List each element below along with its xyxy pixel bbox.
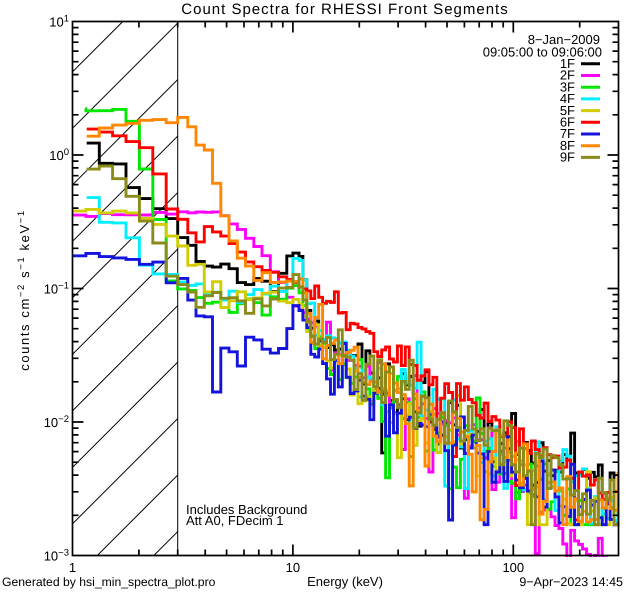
svg-text:Count Spectra for RHESSI Front: Count Spectra for RHESSI Front Segments <box>181 1 508 18</box>
svg-text:9F: 9F <box>560 150 575 165</box>
svg-text:3F: 3F <box>560 79 575 94</box>
svg-text:7F: 7F <box>560 126 575 141</box>
svg-text:1: 1 <box>69 560 76 575</box>
svg-text:100: 100 <box>502 560 524 575</box>
svg-text:1F: 1F <box>560 56 575 71</box>
svg-text:6F: 6F <box>560 115 575 130</box>
svg-text:10: 10 <box>286 560 300 575</box>
svg-text:9−Apr−2023 14:45: 9−Apr−2023 14:45 <box>519 575 623 589</box>
svg-text:4F: 4F <box>560 91 575 106</box>
svg-text:8F: 8F <box>560 138 575 153</box>
svg-text:Includes Background: Includes Background <box>186 502 307 517</box>
svg-text:counts cm−2 s−1 keV−1: counts cm−2 s−1 keV−1 <box>16 209 32 371</box>
svg-text:09:05:00 to 09:06:00: 09:05:00 to 09:06:00 <box>483 45 602 60</box>
svg-text:Energy (keV): Energy (keV) <box>307 574 383 589</box>
svg-text:2F: 2F <box>560 68 575 83</box>
svg-text:Att A0, FDecim 1: Att A0, FDecim 1 <box>186 513 284 528</box>
svg-text:8−Jan−2009: 8−Jan−2009 <box>528 32 600 47</box>
svg-text:5F: 5F <box>560 103 575 118</box>
svg-text:Generated by hsi_min_spectra_p: Generated by hsi_min_spectra_plot.pro <box>2 575 216 589</box>
